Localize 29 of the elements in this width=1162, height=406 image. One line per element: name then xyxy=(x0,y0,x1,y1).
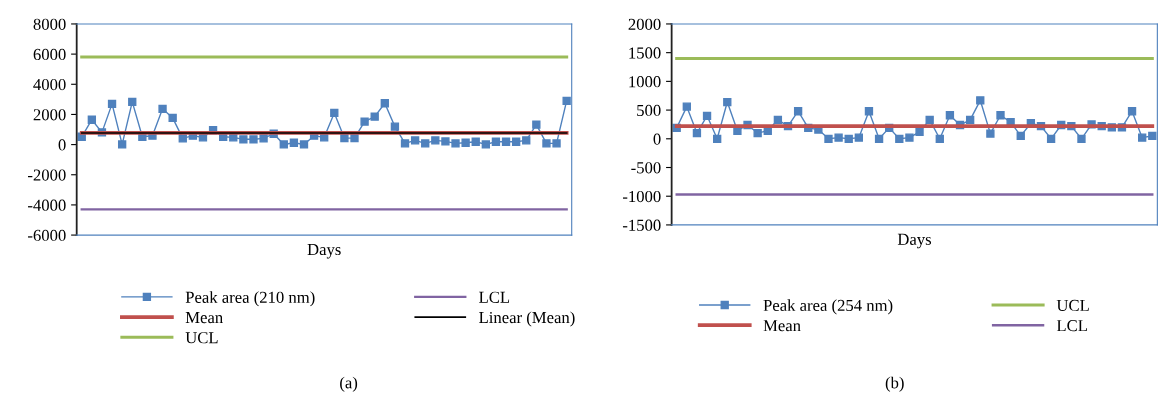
y-tick-label: 8000 xyxy=(33,18,66,30)
legend-label: UCL xyxy=(185,332,218,344)
y-tick-label: -4000 xyxy=(28,199,66,211)
text: (b) xyxy=(885,376,904,392)
y-tick-label: 0 xyxy=(58,139,66,151)
y-tick-label: -2000 xyxy=(28,169,66,181)
legend-label: Mean xyxy=(185,312,223,324)
x-axis-title: Days xyxy=(307,244,341,259)
y-tick-label: 2000 xyxy=(33,109,66,121)
y-tick-label: -6000 xyxy=(28,229,66,242)
legend-label: Peak area (210 nm) xyxy=(185,291,315,307)
y-tick-label: -1000 xyxy=(622,190,661,203)
x-axis-title: Days xyxy=(897,233,932,249)
y-tick-label: 2000 xyxy=(628,18,661,30)
y-tick-label: 1000 xyxy=(629,76,661,88)
text: (a) xyxy=(340,376,358,392)
legend-label: Peak area (254 nm) xyxy=(763,299,893,315)
y-tick-label: 1500 xyxy=(629,47,661,59)
y-tick-label: 6000 xyxy=(33,48,66,61)
y-tick-label: 4000 xyxy=(33,78,66,91)
y-tick-label: 0 xyxy=(653,133,661,145)
legend-label: Linear (Mean) xyxy=(479,311,575,327)
legend-label: UCL xyxy=(1056,299,1089,312)
y-tick-label: -1500 xyxy=(622,219,661,231)
y-tick-label: 500 xyxy=(637,104,661,117)
legend-label: Mean xyxy=(763,320,801,332)
legend-label: LCL xyxy=(479,291,510,303)
legend-label: LCL xyxy=(1056,320,1087,332)
y-tick-label: -500 xyxy=(631,162,661,174)
